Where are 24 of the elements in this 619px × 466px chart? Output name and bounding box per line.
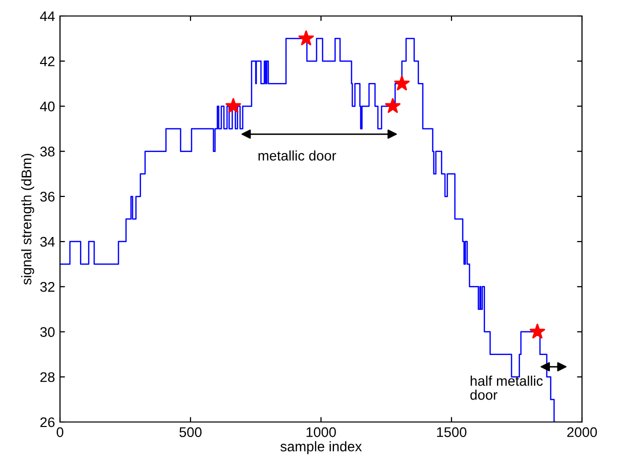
y-tick-label: 44: [40, 11, 55, 22]
y-tick-label: 38: [40, 146, 55, 157]
annotation: metallic door: [258, 150, 336, 161]
y-tick-label: 32: [40, 282, 54, 292]
x-tick-label: 1000: [306, 427, 336, 438]
x-tick-label: 0: [56, 427, 64, 438]
point: [530, 324, 546, 339]
point: [394, 76, 410, 90]
annotation: half metallic door: [470, 376, 543, 400]
y-tick-label: 34: [40, 236, 55, 247]
y-tick-label: 28: [40, 372, 55, 382]
y-tick-label: 40: [40, 102, 55, 112]
y-tick-label: 42: [40, 56, 54, 66]
x-axis-title: sample index: [280, 441, 362, 454]
x-tick-label: 500: [179, 427, 202, 438]
x-tick-label: 2000: [567, 427, 597, 438]
y-tick-label: 30: [40, 327, 55, 337]
point: [226, 98, 242, 113]
point: [298, 30, 314, 46]
y-tick-label: 36: [40, 192, 55, 202]
y-axis-title: signal strength (dBm): [21, 154, 34, 285]
x-tick-label: 1500: [437, 427, 466, 438]
point: [385, 98, 401, 113]
y-tick-label: 26: [40, 417, 55, 428]
